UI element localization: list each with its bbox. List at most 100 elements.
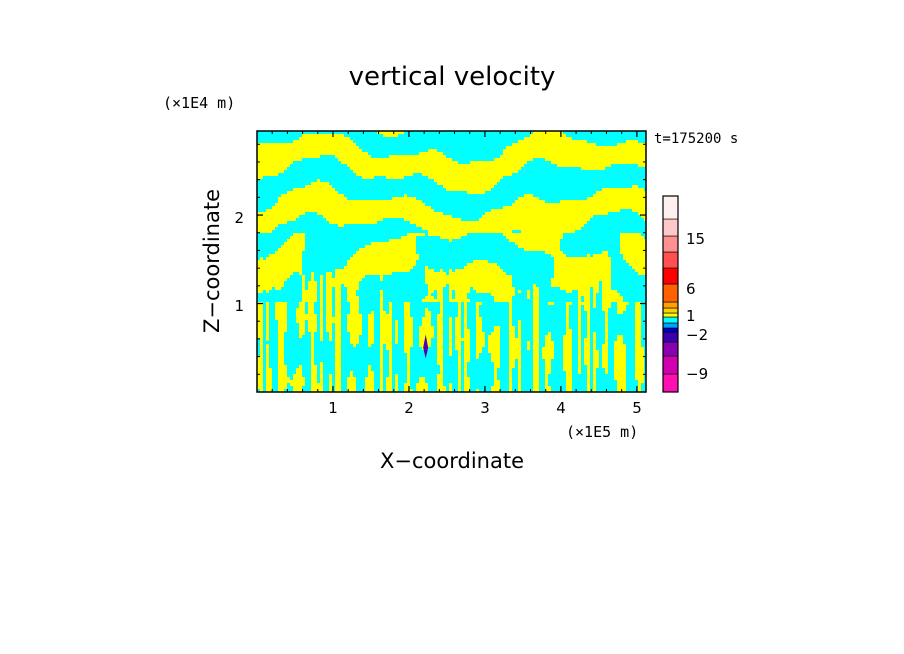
field-cell — [641, 212, 644, 215]
field-cell — [581, 164, 584, 167]
field-cell — [614, 158, 617, 161]
field-cell — [446, 185, 449, 188]
field-cell — [587, 299, 590, 302]
field-cell — [260, 152, 263, 155]
field-cell — [347, 215, 350, 218]
field-cell — [518, 146, 521, 149]
field-cell — [566, 290, 569, 293]
field-cell — [569, 266, 572, 269]
field-cell — [632, 260, 635, 263]
field-cell — [458, 302, 461, 305]
field-cell — [266, 155, 269, 158]
field-cell — [569, 377, 572, 380]
field-cell — [602, 155, 605, 158]
field-cell — [491, 347, 494, 350]
field-cell — [404, 311, 407, 314]
field-cell — [572, 227, 575, 230]
field-cell — [506, 161, 509, 164]
field-cell — [443, 272, 446, 275]
field-cell — [356, 257, 359, 260]
field-cell — [473, 230, 476, 233]
field-cell — [605, 287, 608, 290]
field-cell — [578, 266, 581, 269]
field-cell — [395, 134, 398, 137]
field-cell — [515, 344, 518, 347]
field-cell — [464, 290, 467, 293]
field-cell — [632, 197, 635, 200]
field-cell — [278, 374, 281, 377]
field-cell — [359, 257, 362, 260]
field-cell — [539, 245, 542, 248]
field-cell — [467, 179, 470, 182]
field-cell — [365, 221, 368, 224]
field-cell — [578, 272, 581, 275]
field-cell — [347, 263, 350, 266]
field-cell — [329, 305, 332, 308]
field-cell — [467, 176, 470, 179]
field-cell — [419, 206, 422, 209]
field-cell — [383, 248, 386, 251]
field-cell — [293, 197, 296, 200]
field-cell — [593, 374, 596, 377]
field-cell — [302, 299, 305, 302]
field-cell — [599, 158, 602, 161]
field-cell — [431, 221, 434, 224]
field-cell — [635, 302, 638, 305]
field-cell — [617, 161, 620, 164]
field-cell — [329, 134, 332, 137]
field-cell — [425, 221, 428, 224]
field-cell — [368, 266, 371, 269]
field-cell — [503, 170, 506, 173]
field-cell — [473, 287, 476, 290]
field-cell — [476, 302, 479, 305]
field-cell — [575, 206, 578, 209]
field-cell — [524, 233, 527, 236]
field-cell — [386, 206, 389, 209]
field-cell — [464, 281, 467, 284]
field-cell — [479, 263, 482, 266]
field-cell — [314, 371, 317, 374]
field-cell — [326, 302, 329, 305]
field-cell — [320, 143, 323, 146]
field-cell — [290, 152, 293, 155]
field-cell — [509, 356, 512, 359]
field-cell — [266, 374, 269, 377]
field-cell — [374, 206, 377, 209]
field-cell — [572, 146, 575, 149]
field-cell — [440, 329, 443, 332]
field-cell — [320, 197, 323, 200]
field-cell — [278, 323, 281, 326]
field-cell — [320, 281, 323, 284]
field-cell — [479, 347, 482, 350]
field-cell — [380, 371, 383, 374]
field-cell — [446, 215, 449, 218]
field-cell — [638, 233, 641, 236]
field-cell — [563, 254, 566, 257]
field-cell — [644, 218, 646, 221]
field-cell — [311, 155, 314, 158]
field-cell — [311, 365, 314, 368]
field-cell — [329, 140, 332, 143]
field-cell — [632, 266, 635, 269]
field-cell — [464, 224, 467, 227]
field-cell — [554, 137, 557, 140]
field-cell — [269, 254, 272, 257]
field-cell — [590, 272, 593, 275]
field-cell — [404, 206, 407, 209]
field-cell — [281, 332, 284, 335]
field-cell — [551, 236, 554, 239]
field-cell — [602, 149, 605, 152]
field-cell — [299, 329, 302, 332]
field-cell — [548, 245, 551, 248]
field-cell — [335, 209, 338, 212]
field-cell — [464, 278, 467, 281]
field-cell — [407, 236, 410, 239]
field-cell — [266, 302, 269, 305]
field-cell — [329, 335, 332, 338]
field-cell — [311, 338, 314, 341]
field-cell — [278, 266, 281, 269]
field-cell — [530, 221, 533, 224]
field-cell — [377, 266, 380, 269]
field-cell — [461, 269, 464, 272]
field-cell — [326, 215, 329, 218]
